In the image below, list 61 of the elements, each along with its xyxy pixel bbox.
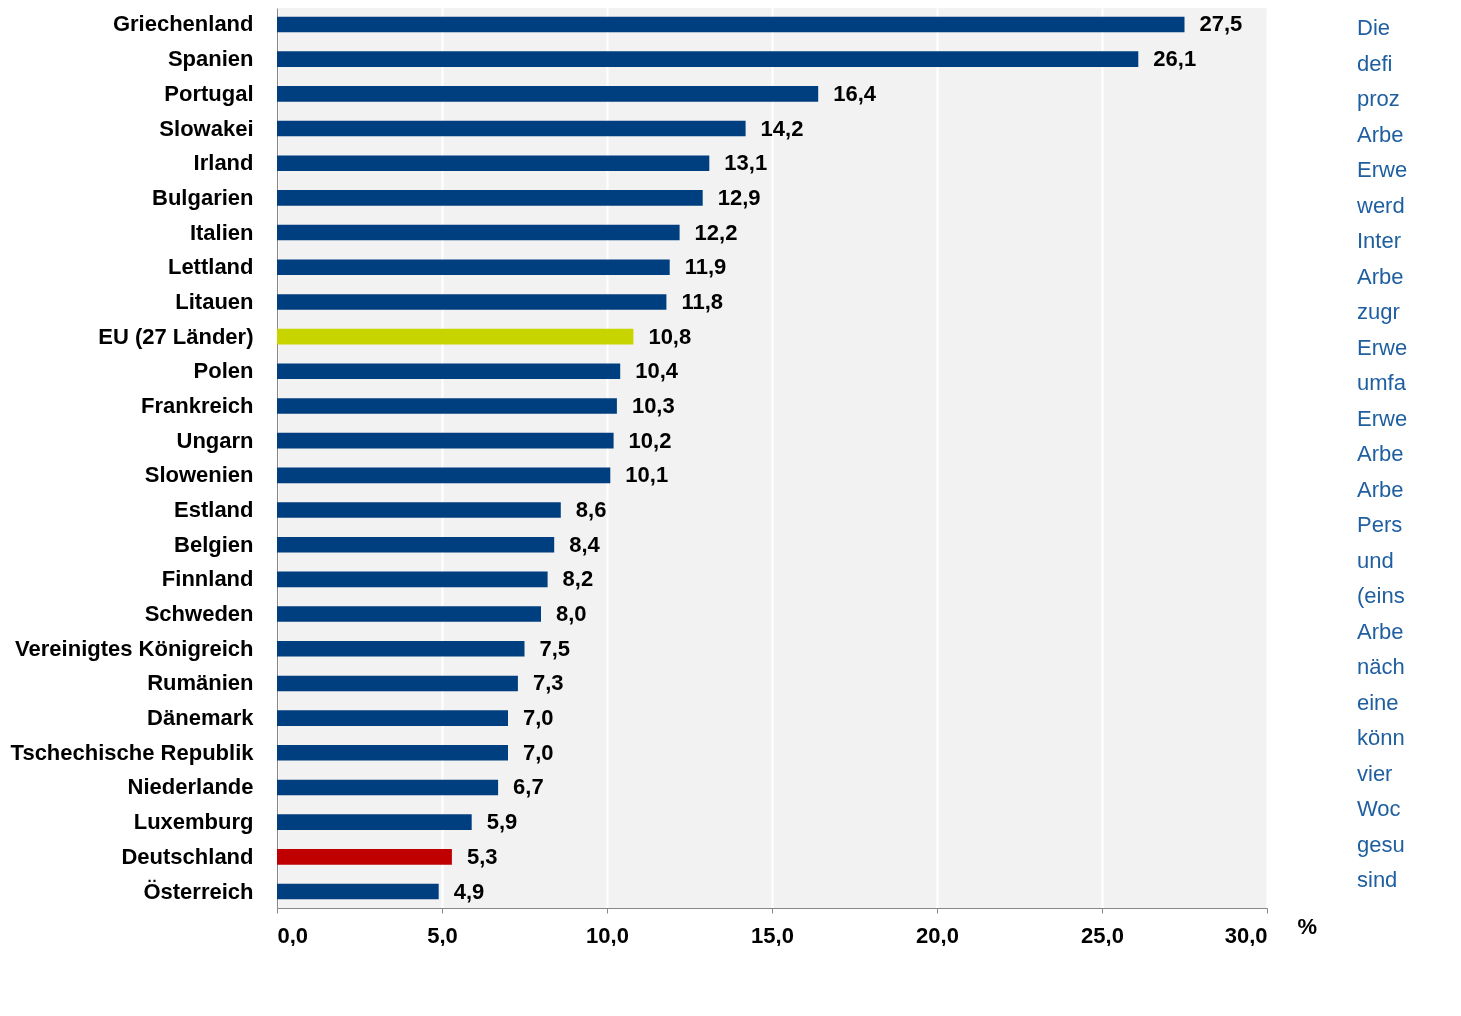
data-label: 7,0	[523, 739, 554, 765]
data-label: 6,7	[513, 774, 544, 800]
y-tick-label: Griechenland	[112, 11, 254, 37]
x-tick-label: 10,0	[586, 922, 629, 948]
data-label: 4,9	[453, 878, 485, 904]
y-tick-label: Luxemburg	[133, 809, 254, 835]
data-label: 10,3	[631, 392, 675, 418]
y-tick-label: Estland	[174, 497, 254, 523]
y-tick-label: EU (27 Länder)	[98, 323, 254, 349]
y-tick-label: Deutschland	[121, 843, 254, 869]
y-tick-label: Ungarn	[176, 427, 254, 453]
y-tick-label: Niederlande	[127, 774, 254, 800]
data-label: 26,1	[1153, 46, 1197, 72]
y-tick-label: Vereinigtes Königreich	[15, 635, 254, 661]
data-label: 7,0	[523, 705, 554, 731]
y-tick-label: Slowenien	[144, 462, 254, 488]
y-tick-label: Irland	[193, 150, 254, 176]
data-label: 10,1	[625, 462, 669, 488]
data-label: 5,3	[466, 843, 498, 869]
data-label: 12,9	[717, 184, 761, 210]
y-tick-label: Lettland	[167, 254, 254, 280]
y-tick-label: Tschechische Republik	[10, 739, 255, 765]
y-tick-label: Portugal	[164, 80, 254, 106]
y-tick-label: Schweden	[144, 601, 254, 627]
data-label: 10,4	[635, 358, 679, 384]
data-label: 11,8	[681, 288, 724, 314]
y-tick-label: Belgien	[174, 531, 254, 557]
data-label: 5,9	[486, 809, 518, 835]
x-tick-label: 0,0	[277, 922, 309, 948]
data-label: 14,2	[760, 115, 804, 141]
data-label: 8,2	[562, 566, 594, 592]
y-tick-label: Frankreich	[141, 392, 254, 418]
x-tick-label: 15,0	[751, 922, 794, 948]
data-label: 11,9	[684, 254, 727, 280]
y-tick-label: Bulgarien	[152, 184, 254, 210]
y-tick-label: Österreich	[143, 878, 254, 904]
data-label: 10,2	[628, 427, 672, 453]
data-label: 12,2	[694, 219, 738, 245]
data-label: 13,1	[724, 150, 768, 176]
data-label: 10,8	[648, 323, 692, 349]
x-axis-title: %	[1297, 913, 1318, 939]
data-label: 8,4	[569, 531, 601, 557]
data-label: 7,5	[539, 635, 571, 661]
y-tick-label: Slowakei	[159, 115, 254, 141]
y-tick-label: Spanien	[167, 46, 254, 72]
data-label: 8,6	[575, 497, 607, 523]
y-tick-label: Litauen	[175, 288, 254, 314]
x-tick-label: 25,0	[1081, 922, 1124, 948]
data-label: 7,3	[532, 670, 564, 696]
data-label: 8,0	[556, 601, 587, 627]
x-tick-label: 5,0	[427, 922, 458, 948]
y-tick-label: Finnland	[161, 566, 254, 592]
x-tick-label: 30,0	[1224, 922, 1268, 948]
y-tick-label: Rumänien	[147, 670, 254, 696]
y-tick-label: Italien	[189, 219, 254, 245]
y-tick-label: Dänemark	[147, 705, 255, 731]
x-tick-label: 20,0	[916, 922, 959, 948]
data-label: 16,4	[833, 80, 877, 106]
y-tick-label: Polen	[193, 358, 254, 384]
data-label: 27,5	[1199, 11, 1243, 37]
text: Die defi proz Arbe Erwe werd Inter Arbe zugr Erwe umfa Erwe Arbe Arbe Pers und (eins Arbe näch eine könn vier Woc gesu sind	[1357, 15, 1408, 892]
